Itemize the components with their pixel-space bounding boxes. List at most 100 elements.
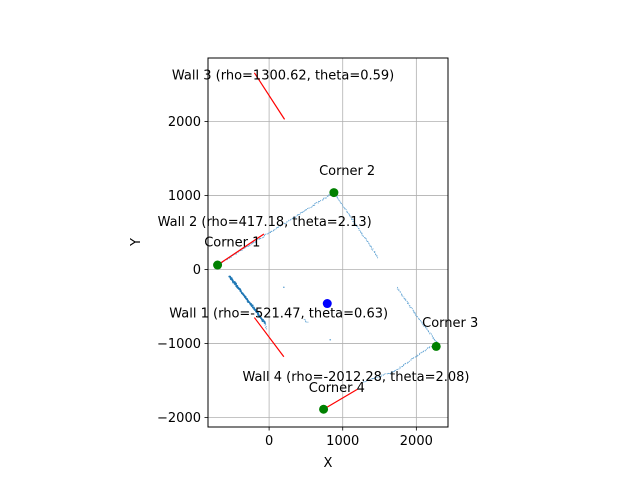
scan-point <box>379 376 381 378</box>
scan-point <box>399 367 401 369</box>
scan-point <box>322 199 324 201</box>
scan-point <box>352 220 354 223</box>
scan-point <box>411 307 413 309</box>
scan-point <box>355 225 358 227</box>
scan-point <box>370 248 372 250</box>
scan-point <box>375 254 377 256</box>
scan-point <box>305 209 307 211</box>
scan-point <box>425 349 427 351</box>
scan-point <box>411 358 413 360</box>
scan-point <box>398 290 400 292</box>
scan-point <box>418 354 421 356</box>
x-tick-label: 0 <box>265 434 273 449</box>
scan-point <box>340 203 342 205</box>
wall-line <box>323 388 358 410</box>
scan-point <box>403 365 405 367</box>
scan-point <box>327 195 329 197</box>
scan-point <box>361 234 363 236</box>
wall-label: Wall 3 (rho=1300.62, theta=0.59) <box>172 68 394 83</box>
scan-point <box>253 241 255 243</box>
scan-point <box>271 230 273 232</box>
scan-point <box>424 350 426 352</box>
scan-point <box>357 226 359 228</box>
scan-point <box>412 309 414 311</box>
y-tick-label: −1000 <box>157 337 201 352</box>
plot-frame <box>207 57 449 428</box>
scan-point <box>291 217 293 220</box>
scan-point <box>292 216 295 218</box>
scan-point <box>418 317 420 319</box>
y-tick-label: 0 <box>193 263 201 278</box>
scan-point <box>388 373 390 375</box>
scan-point <box>404 363 406 365</box>
scan-point <box>401 366 403 368</box>
scan-point <box>405 299 407 301</box>
scan-point <box>350 216 352 218</box>
scan-point <box>383 373 386 375</box>
scan-point <box>269 231 272 234</box>
wall-line <box>253 72 286 120</box>
scan-point <box>401 295 404 297</box>
scan-point <box>364 237 366 239</box>
corner-label: Corner 2 <box>319 164 375 179</box>
scan-point <box>337 198 339 200</box>
scan-point <box>389 372 392 374</box>
scan-point <box>342 206 344 208</box>
scan-point <box>303 318 305 320</box>
scan-point <box>279 225 281 228</box>
scan-point <box>398 368 400 370</box>
scan-point <box>274 229 276 231</box>
scan-point <box>376 255 378 257</box>
scan-point <box>260 237 262 239</box>
scan-point <box>415 314 417 316</box>
scan-point <box>353 221 355 223</box>
x-axis-label: X <box>324 456 333 471</box>
scan-point <box>299 212 301 214</box>
scan-point <box>378 376 380 378</box>
scan-point <box>254 308 257 311</box>
scan-point <box>364 381 366 383</box>
scan-point <box>317 202 319 204</box>
scan-point <box>419 352 421 354</box>
scan-point <box>247 245 249 247</box>
scan-point <box>344 208 346 210</box>
markers <box>213 188 441 414</box>
scan-point <box>264 324 266 326</box>
scan-point <box>311 206 313 208</box>
corner-label: Corner 1 <box>204 236 260 251</box>
scan-point <box>360 231 362 233</box>
scan-point <box>360 230 362 232</box>
scan-point <box>349 215 351 217</box>
scan-point <box>265 326 267 328</box>
scan-point <box>404 298 406 300</box>
scan-point <box>365 239 368 241</box>
scan-point <box>300 211 302 214</box>
y-tick-label: −2000 <box>157 411 201 426</box>
scan-point <box>374 377 376 379</box>
scan-point <box>420 352 422 354</box>
corner-marker <box>319 404 329 414</box>
scan-point <box>413 357 415 359</box>
y-tick-label: 1000 <box>168 189 201 204</box>
scan-point <box>263 236 265 238</box>
scan-point <box>416 316 418 318</box>
scan-point <box>320 200 322 202</box>
scan-point <box>370 245 372 247</box>
scan-point <box>398 288 400 290</box>
scan-point <box>297 214 300 216</box>
scan-point <box>270 230 272 232</box>
scan-point <box>431 336 433 338</box>
scan-point <box>319 200 321 203</box>
scan-point <box>434 340 436 342</box>
scan-point <box>325 197 327 199</box>
scan-point <box>254 241 256 243</box>
grid-lines <box>208 58 448 427</box>
scan-point <box>394 369 397 371</box>
scan-point <box>362 235 365 237</box>
scan-point <box>408 360 411 362</box>
scan-point <box>433 339 436 341</box>
scan-point <box>277 226 280 228</box>
scan-point <box>348 213 350 215</box>
scan-point <box>354 223 356 225</box>
